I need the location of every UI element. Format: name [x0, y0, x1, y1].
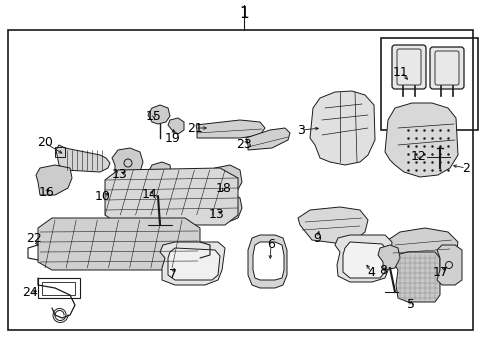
Text: 13: 13	[209, 207, 224, 220]
Polygon shape	[334, 235, 391, 282]
Text: 1: 1	[239, 6, 248, 22]
Text: 7: 7	[169, 267, 177, 280]
Polygon shape	[392, 252, 439, 302]
Polygon shape	[204, 165, 242, 198]
Polygon shape	[309, 91, 374, 165]
Polygon shape	[245, 128, 289, 150]
Text: 20: 20	[37, 136, 53, 149]
Text: 24: 24	[22, 287, 38, 300]
Polygon shape	[196, 120, 264, 138]
Polygon shape	[387, 228, 457, 265]
FancyBboxPatch shape	[391, 45, 425, 89]
Polygon shape	[168, 248, 220, 280]
Text: 16: 16	[39, 185, 55, 198]
Polygon shape	[436, 245, 461, 285]
Polygon shape	[252, 242, 284, 280]
Text: 3: 3	[296, 123, 305, 136]
Text: 19: 19	[165, 131, 181, 144]
Text: 18: 18	[216, 181, 231, 194]
Text: 12: 12	[410, 150, 426, 163]
Polygon shape	[56, 145, 110, 172]
Bar	[415, 152, 426, 163]
Polygon shape	[160, 242, 224, 285]
Polygon shape	[212, 193, 242, 222]
Text: 17: 17	[432, 266, 448, 279]
Polygon shape	[148, 105, 170, 124]
Polygon shape	[168, 118, 183, 134]
Text: 8: 8	[378, 265, 386, 278]
Polygon shape	[36, 165, 72, 195]
Text: 23: 23	[236, 139, 251, 152]
Polygon shape	[342, 242, 386, 278]
Polygon shape	[247, 235, 286, 288]
Bar	[380, 38, 477, 130]
Polygon shape	[145, 162, 172, 196]
Text: 9: 9	[312, 231, 320, 244]
Text: 4: 4	[366, 266, 374, 279]
Polygon shape	[384, 103, 457, 177]
Text: 13: 13	[112, 168, 128, 181]
Text: 15: 15	[146, 109, 162, 122]
Text: 21: 21	[187, 122, 203, 135]
Bar	[55, 147, 65, 157]
Text: 14: 14	[142, 189, 158, 202]
Text: 6: 6	[266, 238, 274, 252]
FancyBboxPatch shape	[429, 47, 463, 89]
Bar	[8, 30, 472, 330]
Bar	[38, 278, 80, 298]
Text: 22: 22	[26, 233, 42, 246]
Text: 10: 10	[95, 189, 111, 202]
Text: 5: 5	[406, 298, 414, 311]
Polygon shape	[297, 207, 367, 243]
Polygon shape	[377, 245, 399, 270]
Polygon shape	[105, 168, 238, 225]
Polygon shape	[38, 218, 200, 270]
Bar	[42, 282, 75, 295]
Polygon shape	[112, 148, 142, 176]
Text: 2: 2	[461, 162, 469, 175]
Text: 11: 11	[392, 66, 408, 78]
